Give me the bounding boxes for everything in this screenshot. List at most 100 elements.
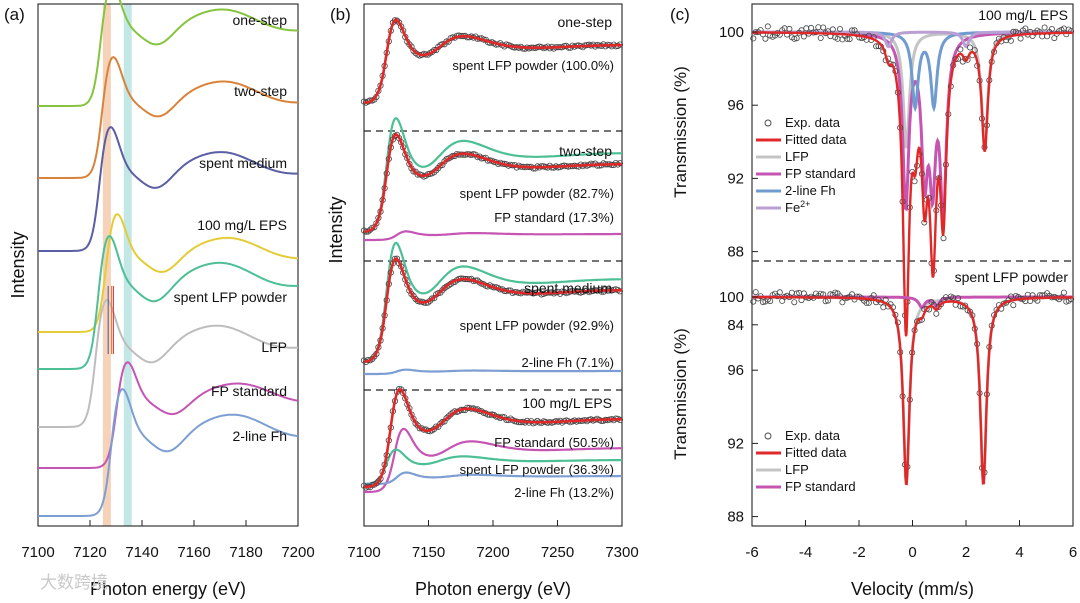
fitted-line — [752, 296, 1073, 486]
exp-point — [880, 304, 887, 311]
exp-point — [776, 289, 783, 296]
series-label: 100 mg/L EPS — [197, 217, 287, 233]
component-label: spent LFP powder (36.3%) — [460, 462, 614, 477]
exp-point — [443, 414, 450, 422]
x-tick-label: 0 — [908, 544, 916, 561]
y-tick-label: 100 — [719, 289, 744, 306]
panel-label-c: (c) — [670, 5, 690, 24]
series-label: spent LFP powder — [174, 289, 288, 305]
exp-point — [955, 295, 962, 302]
legend-label: FP standard — [785, 166, 856, 181]
exp-point — [837, 25, 844, 32]
exp-point — [938, 301, 945, 308]
y-tick-label: 92 — [727, 170, 744, 187]
series-line-6 — [38, 298, 298, 428]
fitted-line — [363, 132, 622, 234]
y-tick-label: 84 — [727, 317, 744, 334]
legend-marker — [764, 432, 772, 440]
y-axis-label: Intensity — [326, 196, 346, 263]
component-label: FP standard (17.3%) — [494, 210, 614, 225]
legend-label: LFP — [785, 149, 809, 164]
subpanel-title: two-step — [559, 143, 612, 159]
x-tick-label: 7120 — [73, 544, 106, 561]
exp-point — [764, 23, 771, 30]
series-line-4 — [38, 213, 299, 333]
exp-point — [767, 298, 774, 305]
x-axis-label: Photon energy (eV) — [90, 579, 246, 599]
legend-label: Fe2+ — [785, 199, 810, 215]
exp-point — [817, 35, 824, 42]
exp-point — [940, 235, 947, 242]
exp-point — [791, 299, 798, 306]
y-tick-label: 92 — [727, 435, 744, 452]
x-tick-label: -6 — [745, 544, 758, 561]
y-axis-label: Transmission (%) — [671, 328, 690, 460]
subpanel-4: 100 mg/L EPS FP standard (50.5%) spent LFP… — [360, 385, 624, 500]
panel-b: (b) one-step spent LFP powder (100.0%) two-… — [326, 3, 639, 599]
x-tick-label: 7300 — [605, 544, 638, 561]
legend-label: Fitted data — [785, 132, 847, 147]
x-tick-label: 7200 — [476, 544, 509, 561]
exp-point — [820, 24, 827, 31]
exp-point — [911, 178, 918, 185]
x-tick-label: -2 — [852, 544, 865, 561]
subpanel-2: two-step spent LFP powder (82.7%) FP stand… — [360, 116, 624, 242]
series-line-3 — [38, 125, 298, 252]
exp-point — [786, 25, 793, 32]
subpanel-2: 100 96 92 88 spent LFP powder Exp. data Fitted… — [671, 269, 1075, 526]
component-label: spent LFP powder (100.0%) — [452, 58, 614, 73]
exp-point — [788, 289, 795, 296]
exp-point — [445, 413, 452, 420]
legend-label-sup: 2+ — [800, 199, 810, 209]
exp-point — [962, 302, 969, 309]
exp-point — [1041, 24, 1048, 31]
exp-point — [803, 25, 810, 32]
exp-point — [808, 24, 815, 31]
exp-point — [410, 47, 417, 55]
fitted-line — [363, 18, 622, 105]
exp-point — [793, 35, 800, 42]
component-label: FP standard (50.5%) — [494, 435, 614, 450]
series-line-1 — [38, 0, 298, 107]
exp-point — [752, 289, 759, 296]
component-label: spent LFP powder (82.7%) — [460, 186, 614, 201]
legend-label: Fitted data — [785, 445, 847, 460]
legend-label: 2-line Fh — [785, 183, 836, 198]
exp-point — [750, 35, 757, 42]
exp-point — [1063, 31, 1070, 38]
exp-point — [1010, 302, 1017, 309]
subpanel-3: spent medium spent LFP powder (92.9%) 2-li… — [360, 241, 624, 376]
exp-point — [933, 310, 940, 317]
component-line — [364, 448, 622, 485]
y-tick-label: 88 — [727, 244, 744, 261]
plot-frame-a — [37, 3, 299, 527]
y-tick-label: 96 — [727, 97, 744, 114]
exp-point — [439, 287, 446, 294]
series-line-5 — [38, 234, 298, 370]
y-tick-label: 100 — [719, 24, 744, 41]
series-line-2 — [38, 55, 298, 179]
x-tick-label: 7140 — [125, 544, 158, 561]
exp-point — [967, 44, 974, 51]
exp-point — [791, 35, 798, 42]
exp-point — [1048, 25, 1055, 32]
exp-point — [762, 35, 769, 42]
series-label: one-step — [233, 12, 288, 28]
subpanel-title: 100 mg/L EPS — [978, 7, 1068, 23]
x-tick-label: -4 — [799, 544, 812, 561]
exp-point — [373, 480, 380, 487]
series-label: two-step — [234, 83, 287, 99]
exp-point — [1060, 289, 1067, 296]
series-line-7 — [38, 361, 299, 469]
exp-point — [750, 298, 757, 305]
x-tick-label: 4 — [1015, 544, 1023, 561]
component-line — [363, 241, 623, 363]
component-line — [364, 471, 622, 486]
x-axis-label: Photon energy (eV) — [415, 579, 571, 599]
subpanel-title: 100 mg/L EPS — [522, 395, 612, 411]
highlight-band — [123, 4, 132, 526]
x-tick-label: 7180 — [229, 544, 262, 561]
panel-a: (a) one-step two-step spent medium 100 mg/L … — [4, 0, 315, 599]
subpanel-1: one-step spent LFP powder (100.0%) — [360, 14, 624, 106]
